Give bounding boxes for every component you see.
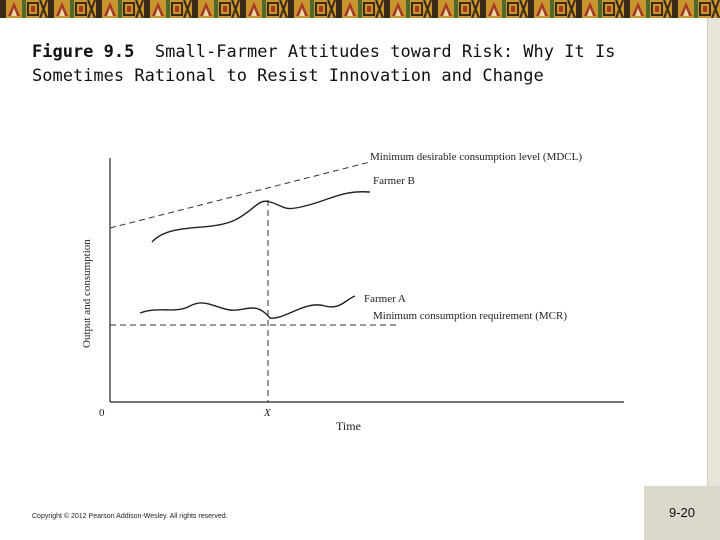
farmer-a-curve bbox=[139, 295, 356, 319]
mcr-label: Minimum consumption requirement (MCR) bbox=[373, 310, 567, 322]
slide-number-box bbox=[644, 486, 720, 540]
origin-label: 0 bbox=[99, 407, 105, 419]
decorative-banner bbox=[0, 0, 720, 18]
risk-diagram: Minimum desirable consumption level (MDC… bbox=[81, 151, 624, 433]
mdcl-label: Minimum desirable consumption level (MDC… bbox=[370, 151, 582, 163]
farmer-a-label: Farmer A bbox=[364, 293, 406, 305]
y-axis-label: Output and consumption bbox=[81, 239, 93, 348]
decorative-side-strip bbox=[707, 18, 720, 486]
x-marker-label: X bbox=[263, 407, 272, 419]
banner-pattern bbox=[0, 0, 720, 18]
figure-title-text: Small-Farmer Attitudes toward Risk: Why … bbox=[32, 42, 616, 86]
copyright-notice: Copyright © 2012 Pearson Addison-Wesley.… bbox=[32, 513, 228, 520]
figure-label: Figure 9.5 bbox=[32, 42, 135, 62]
slide-number: 9-20 bbox=[668, 505, 696, 520]
slide-title: Figure 9.5 Small-Farmer Attitudes toward… bbox=[32, 40, 692, 88]
mdcl-line bbox=[109, 161, 371, 229]
farmer-b-curve bbox=[151, 191, 371, 243]
farmer-b-label: Farmer B bbox=[373, 175, 415, 187]
x-axis-label: Time bbox=[336, 419, 361, 433]
